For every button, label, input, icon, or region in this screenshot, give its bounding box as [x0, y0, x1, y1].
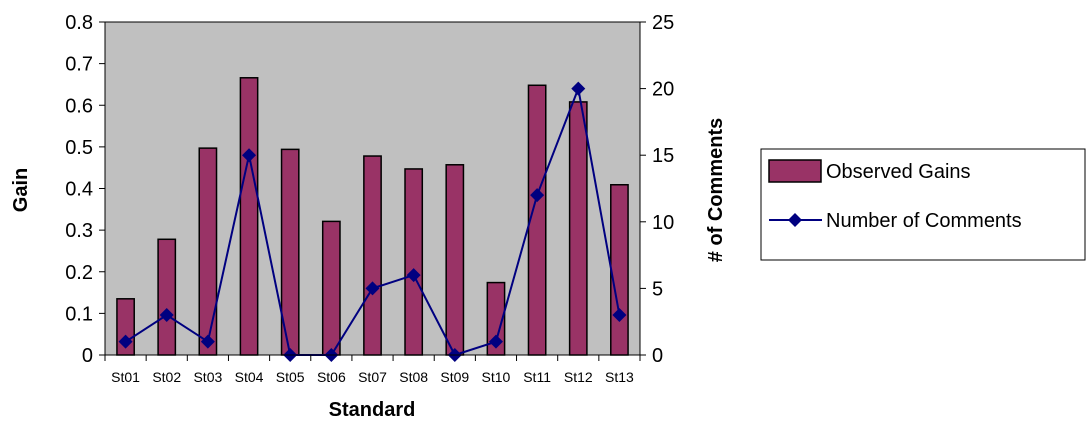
y2-tick-label: 10	[652, 212, 674, 234]
left-axis-ticks: 0 0.1 0.2 0.3 0.4 0.5 0.6 0.7 0.8	[65, 12, 105, 367]
y2-tick-label: 5	[652, 278, 663, 300]
bar-st02	[157, 238, 177, 356]
bar-st09	[445, 164, 465, 356]
bars-layer	[116, 77, 629, 356]
comments-point-st12	[571, 81, 586, 96]
legend: Observed Gains Number of Comments	[760, 148, 1086, 261]
line-layer	[118, 81, 627, 362]
legend-label-comments: Number of Comments	[826, 210, 1022, 232]
y-tick-label: 0.1	[65, 303, 93, 325]
comments-point-st03	[200, 334, 215, 349]
x-tick-label: St05	[276, 369, 305, 385]
x-tick-label: St01	[111, 369, 140, 385]
x-tick-label: St02	[152, 369, 181, 385]
y-tick-label: 0	[82, 345, 93, 367]
y-tick-label: 0.6	[65, 95, 93, 117]
x-tick-label: St13	[605, 369, 634, 385]
x-tick-label: St03	[193, 369, 222, 385]
bar-st06	[321, 220, 341, 356]
y2-tick-label: 15	[652, 145, 674, 167]
legend-diamond-icon	[788, 213, 802, 227]
legend-swatch-gains	[768, 159, 822, 183]
comments-point-st01	[118, 334, 133, 349]
y-tick-label: 0.3	[65, 220, 93, 242]
x-axis-title: Standard	[329, 399, 416, 421]
comments-point-st07	[365, 281, 380, 296]
comments-point-st11	[530, 188, 545, 203]
bar-st04	[239, 77, 259, 356]
y-tick-label: 0.7	[65, 54, 93, 76]
bar-st03	[198, 147, 218, 356]
comments-point-st10	[488, 334, 503, 349]
bar-st07	[363, 155, 382, 356]
comments-point-st08	[406, 268, 421, 283]
x-tick-label: St04	[235, 369, 264, 385]
comments-point-st02	[159, 308, 174, 323]
x-tick-label: St10	[482, 369, 511, 385]
comments-point-st13	[612, 308, 627, 323]
x-tick-label: St08	[399, 369, 428, 385]
y-tick-label: 0.2	[65, 262, 93, 284]
bar-st13	[610, 184, 629, 356]
y-axis-title: Gain	[10, 168, 32, 212]
bar-st12	[568, 101, 588, 356]
right-axis-ticks: 0 5 10 15 20 25	[640, 12, 674, 367]
y2-tick-label: 25	[652, 12, 674, 34]
legend-label-gains: Observed Gains	[826, 161, 971, 183]
y-tick-label: 0.4	[65, 179, 93, 201]
bar-st08	[404, 168, 424, 356]
y-tick-label: 0.8	[65, 12, 93, 34]
y-tick-label: 0.5	[65, 137, 93, 159]
x-axis-ticks: St01 St02 St03 St04 St05 St06 St07 St08 St09 St10…	[104, 355, 641, 385]
x-tick-label: St07	[358, 369, 387, 385]
y2-axis-title: # of Comments	[705, 118, 727, 262]
comments-point-st04	[242, 148, 257, 163]
x-tick-label: St12	[564, 369, 593, 385]
y2-tick-label: 20	[652, 79, 674, 101]
x-tick-label: St09	[440, 369, 469, 385]
y2-tick-label: 0	[652, 345, 663, 367]
x-tick-label: St11	[523, 369, 551, 385]
x-tick-label: St06	[317, 369, 346, 385]
